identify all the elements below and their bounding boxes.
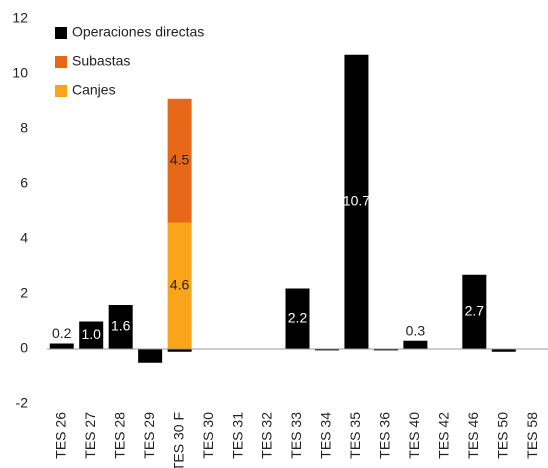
x-tick-label: TES 40: [406, 412, 422, 459]
x-tick-label: TES 26: [52, 412, 68, 459]
bar: [167, 222, 192, 349]
bar: [285, 288, 310, 349]
x-tick-label: TES 32: [259, 412, 275, 459]
bar: [138, 349, 163, 363]
x-tick-label: TES 36: [377, 412, 393, 459]
y-tick-label: 2: [20, 285, 28, 301]
legend-swatch: [55, 27, 67, 39]
bar: [373, 349, 398, 351]
legend-label: Subastas: [72, 53, 130, 69]
bar: [462, 274, 487, 349]
data-label: 4.6: [170, 276, 190, 292]
bar: [344, 54, 369, 349]
x-tick-label: TES 46: [465, 412, 481, 459]
x-tick-label: TES 50: [494, 412, 510, 459]
x-tick-label: TES 29: [141, 412, 157, 459]
legend-label: Operaciones directas: [72, 24, 204, 40]
x-tick-label: TES 30: [200, 412, 216, 459]
y-tick-label: 10: [12, 65, 28, 81]
x-tick-label: TES 31: [229, 412, 245, 459]
bar: [403, 340, 428, 349]
legend-swatch: [55, 85, 67, 97]
y-tick-label: 6: [20, 175, 28, 191]
data-label: 10.7: [343, 193, 370, 209]
data-label: 2.2: [288, 309, 308, 325]
x-tick-label: TES 28: [111, 412, 127, 459]
y-tick-label: 4: [20, 230, 28, 246]
x-tick-label: TES 30 F: [170, 412, 186, 468]
x-tick-label: TES 27: [82, 412, 98, 459]
x-tick-label: TES 58: [524, 412, 540, 459]
bar: [79, 321, 104, 349]
data-label: 0.2: [52, 325, 72, 341]
data-label: 2.7: [465, 303, 485, 319]
data-label: 1.0: [81, 326, 101, 342]
y-tick-label: -2: [16, 395, 29, 411]
legend-label: Canjes: [72, 82, 116, 98]
bar: [491, 349, 516, 352]
y-tick-label: 8: [20, 120, 28, 136]
data-label: 4.5: [170, 151, 190, 167]
legend-swatch: [55, 56, 67, 68]
bar: [167, 98, 192, 223]
bar: [49, 343, 74, 349]
data-label: 0.3: [406, 322, 426, 338]
x-tick-label: TES 34: [318, 412, 334, 459]
bar: [314, 349, 339, 351]
bar: [167, 349, 192, 352]
data-label: 1.6: [111, 318, 131, 334]
x-tick-label: TES 35: [347, 412, 363, 459]
y-tick-label: 12: [12, 10, 28, 26]
x-tick-label: TES 42: [436, 412, 452, 459]
bar: [108, 305, 133, 349]
y-tick-label: 0: [20, 340, 28, 356]
x-tick-label: TES 33: [288, 412, 304, 459]
